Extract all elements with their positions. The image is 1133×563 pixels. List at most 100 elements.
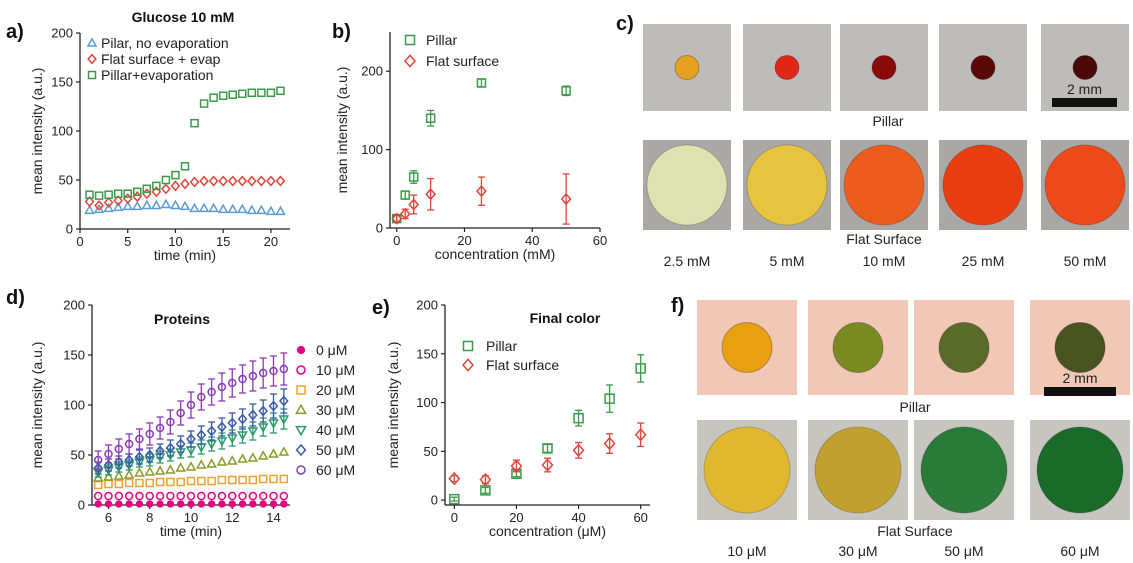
scale-bar: [1052, 98, 1117, 107]
data-point: [269, 366, 278, 376]
data-point: [187, 500, 195, 508]
data-point: [604, 393, 615, 404]
data-point: [266, 175, 276, 187]
data-point: [171, 170, 180, 180]
data-point: [179, 200, 191, 211]
panel-f-photos: f) 10 μM 30 μM 50 μM 60 μM 2 mm Pillar Flat Sur…: [671, 295, 1130, 559]
data-point: [144, 466, 156, 476]
data-point: [103, 197, 114, 209]
data-point: [135, 500, 144, 508]
data-point: [113, 189, 123, 198]
data-point: [209, 93, 218, 102]
data-point: [425, 113, 436, 123]
data-point: [257, 423, 269, 433]
data-point: [237, 175, 248, 187]
data-point: [572, 443, 585, 458]
data-point: [218, 500, 226, 508]
legend-marker: [295, 403, 307, 415]
x-axis-label: concentration (μM): [489, 523, 606, 539]
x-tick-label: 10: [184, 510, 198, 525]
data-point: [93, 203, 105, 214]
data-point: [145, 478, 154, 488]
y-tick-label: 50: [59, 173, 73, 188]
panel-title: Glucose 10 mM: [132, 9, 235, 25]
flat-droplet: [814, 426, 902, 514]
data-point: [207, 476, 216, 486]
data-point: [635, 363, 646, 374]
x-tick-label: 15: [216, 234, 230, 249]
data-point: [216, 456, 228, 466]
data-point: [206, 440, 217, 450]
concentration-label: 60 μM: [1060, 543, 1099, 559]
panel-label: c): [616, 13, 634, 35]
data-point: [248, 409, 258, 421]
data-point: [124, 439, 134, 449]
legend-label: 10 μM: [316, 362, 355, 378]
panel-title: Proteins: [154, 311, 210, 327]
data-point: [258, 405, 269, 417]
data-point: [151, 199, 162, 210]
data-point: [165, 442, 176, 454]
data-point: [103, 471, 114, 481]
data-point: [165, 464, 176, 474]
data-point: [196, 459, 207, 469]
data-point: [269, 491, 278, 501]
data-point: [268, 419, 279, 429]
flat-droplet: [843, 144, 925, 226]
pillar-droplet: [674, 55, 700, 80]
data-point: [189, 202, 200, 213]
legend-marker: [462, 358, 474, 372]
data-point: [115, 500, 123, 508]
legend-label: 0 μM: [316, 342, 347, 358]
y-tick-label: 100: [361, 142, 383, 157]
data-point: [238, 89, 247, 99]
data-point: [227, 203, 239, 214]
data-point: [124, 478, 134, 488]
data-point: [93, 491, 103, 501]
panel-label: e): [372, 297, 390, 319]
data-point: [104, 500, 113, 508]
data-point: [257, 88, 266, 98]
x-tick-label: 14: [266, 510, 280, 525]
legend-label: Flat surface + evap: [101, 51, 221, 67]
data-point: [104, 491, 113, 501]
data-point: [186, 476, 196, 486]
panel-b: 0 20 40 60 0 100 200 concentration (mM) mean int…: [332, 21, 607, 262]
row-label: Flat Surface: [846, 231, 922, 247]
data-point: [228, 378, 237, 388]
data-point: [197, 476, 206, 486]
data-point: [227, 417, 238, 429]
data-point: [176, 491, 185, 501]
data-point: [247, 452, 259, 462]
data-point: [266, 88, 276, 98]
data-point: [256, 175, 267, 187]
data-point: [217, 421, 227, 433]
data-point: [510, 459, 523, 473]
x-tick-label: 20: [457, 233, 471, 248]
flat-droplet: [1036, 426, 1124, 514]
data-point: [145, 491, 154, 501]
data-point: [134, 451, 145, 463]
y-tick-label: 100: [51, 124, 73, 139]
data-point: [141, 188, 152, 200]
data-point: [166, 500, 175, 508]
data-point: [144, 449, 155, 461]
data-point: [155, 491, 165, 501]
data-point: [103, 202, 114, 213]
data-point: [199, 175, 209, 187]
x-tick-label: 60: [633, 510, 647, 525]
pillar-droplet: [1054, 322, 1106, 373]
legend-label: 50 μM: [316, 442, 355, 458]
data-point: [246, 175, 257, 187]
data-point: [113, 195, 124, 207]
data-point: [155, 477, 165, 487]
data-point: [208, 202, 219, 213]
data-point: [226, 455, 238, 465]
data-point: [141, 199, 153, 210]
x-tick-label: 20: [509, 510, 523, 525]
data-point: [258, 491, 268, 501]
data-point: [199, 99, 209, 108]
panel-label: f): [671, 295, 684, 317]
data-point: [133, 187, 142, 197]
data-point: [114, 444, 124, 454]
